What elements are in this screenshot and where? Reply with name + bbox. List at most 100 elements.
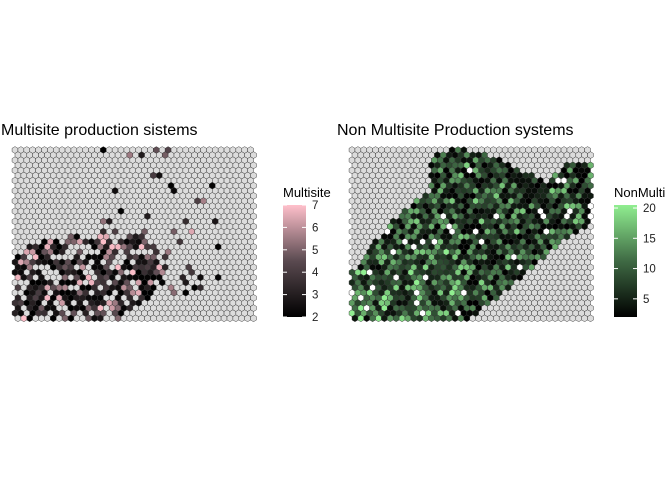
legend-tick-label: 5 xyxy=(643,294,649,306)
hex-cell xyxy=(481,314,488,322)
hex-cell xyxy=(522,314,529,322)
hex-cell xyxy=(387,314,394,322)
hex-cell xyxy=(534,314,541,322)
hex-cell xyxy=(26,314,33,322)
hex-map-multisite xyxy=(11,146,257,322)
hex-map-nonmulti xyxy=(348,146,594,322)
hex-cell xyxy=(510,314,518,322)
hex-cell xyxy=(20,314,28,322)
hex-cell xyxy=(14,314,22,322)
hex-cell xyxy=(581,314,588,322)
hex-cell xyxy=(463,314,471,322)
hex-cell xyxy=(108,314,116,322)
hex-cell xyxy=(410,314,418,322)
hex-cell xyxy=(516,314,524,322)
hex-cell xyxy=(103,314,110,322)
hex-cell xyxy=(55,314,63,322)
hex-cell xyxy=(375,314,382,322)
hex-cell xyxy=(126,314,134,322)
hex-cell xyxy=(552,314,559,322)
hex-cell xyxy=(569,314,577,322)
hex-cell xyxy=(587,314,594,322)
hex-cell xyxy=(38,314,45,322)
hex-cell xyxy=(67,314,75,322)
legend-title-multisite: Multisite xyxy=(283,185,331,200)
hex-cell xyxy=(250,314,257,322)
hex-cell xyxy=(528,314,535,322)
hex-cell xyxy=(557,314,565,322)
hex-cell xyxy=(191,314,198,322)
legend-tick-label: 5 xyxy=(312,245,318,257)
hex-cell xyxy=(73,314,81,322)
hex-cell xyxy=(546,314,553,322)
hex-cell xyxy=(185,314,192,322)
hex-cell xyxy=(404,314,412,322)
hex-cell xyxy=(91,314,98,322)
legend-title-nonmulti: NonMulti xyxy=(614,185,665,200)
hex-cell xyxy=(475,314,482,322)
hex-cell xyxy=(226,314,234,322)
hex-cell xyxy=(44,314,51,322)
hex-cell xyxy=(61,314,69,322)
legend-colorbar-multisite xyxy=(283,205,306,317)
hex-cell xyxy=(575,314,582,322)
hex-cell xyxy=(167,314,175,322)
hex-cell xyxy=(85,314,92,322)
hex-cell xyxy=(363,314,370,322)
legend-ticks-nonmulti: 5 10 15 20 xyxy=(614,203,656,306)
hex-cell xyxy=(469,314,476,322)
hex-cell xyxy=(97,314,104,322)
hex-cell xyxy=(79,314,86,322)
hex-cell xyxy=(493,314,500,322)
hex-cell xyxy=(138,314,145,322)
hex-cell xyxy=(434,314,441,322)
hex-cell xyxy=(244,314,251,322)
hex-cell xyxy=(351,314,359,322)
legend-ticks-multisite: 2 3 4 5 6 7 xyxy=(283,200,319,324)
hex-cell xyxy=(369,314,376,322)
legend-tick-label: 7 xyxy=(312,200,318,212)
legend-tick-label: 10 xyxy=(643,264,656,276)
hex-cell xyxy=(179,314,187,322)
legend-tick-label: 6 xyxy=(312,222,318,234)
hex-cell xyxy=(428,314,435,322)
hex-cell xyxy=(422,314,429,322)
hex-cell xyxy=(451,314,459,322)
hex-cell xyxy=(232,314,240,322)
hex-cell xyxy=(132,314,139,322)
hex-cell xyxy=(50,314,57,322)
hex-cell xyxy=(504,314,512,322)
hex-cell xyxy=(487,314,494,322)
legend-tick-label: 15 xyxy=(643,233,656,245)
hex-cell xyxy=(392,314,400,322)
hex-cell xyxy=(144,314,151,322)
hex-cell xyxy=(445,314,453,322)
hex-cell xyxy=(540,314,547,322)
hex-cell xyxy=(161,314,169,322)
hex-cell xyxy=(357,314,365,322)
hex-cell xyxy=(215,314,222,322)
hex-cell xyxy=(563,314,571,322)
hex-cell xyxy=(203,314,210,322)
hex-cell xyxy=(32,314,39,322)
legend-tick-label: 4 xyxy=(312,267,319,279)
legend-tick-label: 3 xyxy=(312,290,318,302)
hex-cell xyxy=(416,314,423,322)
hex-cell xyxy=(398,314,406,322)
hex-cell xyxy=(114,314,122,322)
hex-cell xyxy=(381,314,388,322)
legend-tick-label: 2 xyxy=(312,312,318,324)
hex-cell xyxy=(440,314,447,322)
hex-cell xyxy=(150,314,157,322)
hex-cell xyxy=(238,314,245,322)
legend-tick-label: 20 xyxy=(643,203,656,215)
hex-cell xyxy=(156,314,163,322)
legend-colorbar-nonmulti xyxy=(614,205,637,317)
hex-cell xyxy=(457,314,465,322)
hex-cell xyxy=(209,314,216,322)
chart-title-nonmulti: Non Multisite Production systems xyxy=(337,122,574,139)
hex-cell xyxy=(498,314,506,322)
hex-cell xyxy=(197,314,204,322)
hex-cell xyxy=(220,314,228,322)
